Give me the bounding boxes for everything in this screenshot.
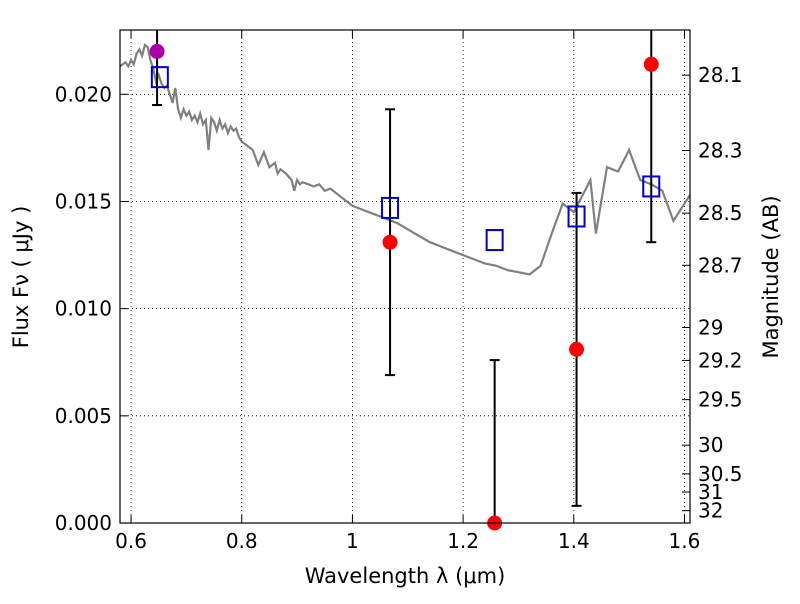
model-square-marker bbox=[567, 205, 586, 228]
y-tick-label: 0.005 bbox=[55, 404, 112, 428]
y-tick-label: 0.020 bbox=[55, 82, 112, 106]
mag-tick-label: 29.5 bbox=[698, 388, 743, 412]
x-tick-label: 1 bbox=[346, 529, 359, 553]
mag-tick-label: 32 bbox=[698, 499, 723, 523]
mag-tick-label: 31 bbox=[698, 480, 723, 504]
observed-point bbox=[149, 43, 165, 59]
mag-tick-label: 28.5 bbox=[698, 201, 743, 225]
mag-tick-label: 28.7 bbox=[698, 253, 743, 277]
x-tick-label: 0.8 bbox=[226, 529, 258, 553]
mag-tick-label: 29 bbox=[698, 316, 723, 340]
y-tick-label: 0.015 bbox=[55, 189, 112, 213]
x-tick-label: 1.4 bbox=[558, 529, 590, 553]
axis-ticks: 0.6 0.8 1 1.2 1.4 1.6 0.000 0.005 0.010 0.015 0.02… bbox=[55, 30, 743, 553]
observed-point bbox=[569, 341, 585, 357]
y-axis-label: Flux Fν ( μJy ) bbox=[9, 206, 33, 349]
observed-point bbox=[643, 56, 659, 72]
model-spectrum-line bbox=[119, 43, 691, 276]
plot-frame bbox=[119, 29, 691, 524]
mag-tick-label: 30 bbox=[698, 433, 723, 457]
x-tick-label: 0.6 bbox=[115, 529, 147, 553]
mag-tick-label: 28.3 bbox=[698, 139, 743, 163]
model-spectrum-layer bbox=[119, 43, 691, 276]
x-tick-label: 1.6 bbox=[669, 529, 701, 553]
y2-axis-label: Magnitude (AB) bbox=[759, 195, 783, 358]
x-tick-label: 1.2 bbox=[447, 529, 479, 553]
y-tick-label: 0.000 bbox=[55, 511, 112, 535]
mag-tick-label: 30.5 bbox=[698, 462, 743, 486]
mag-tick-label: 28.1 bbox=[698, 63, 743, 87]
observed-point bbox=[382, 234, 398, 250]
mag-tick-label: 29.2 bbox=[698, 348, 743, 372]
model-square-marker bbox=[485, 229, 504, 252]
model-square-marker bbox=[642, 175, 661, 198]
model-square-marker bbox=[150, 66, 169, 89]
y-tick-label: 0.010 bbox=[55, 297, 112, 321]
model-square-marker bbox=[381, 196, 400, 219]
x-axis-label: Wavelength λ (μm) bbox=[305, 564, 506, 588]
